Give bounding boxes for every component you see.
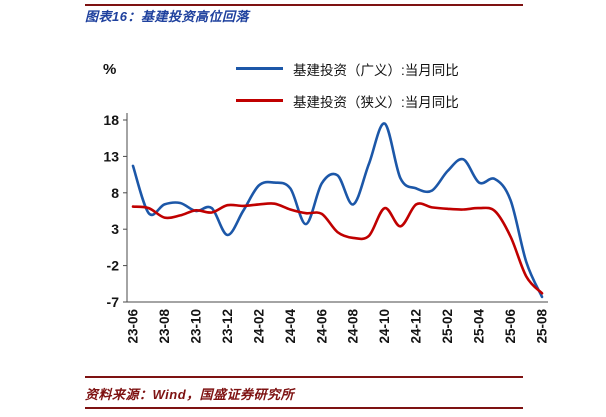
- footer-bottom-rule: [85, 407, 523, 409]
- legend-label-broad: 基建投资（广义）:当月同比: [293, 62, 459, 78]
- x-tick-label: 24-10: [377, 309, 392, 344]
- series-line-1: [131, 202, 544, 295]
- x-tick-label: 25-06: [503, 309, 518, 344]
- legend-item-narrow: 基建投资（狭义）:当月同比: [236, 92, 459, 110]
- x-tick-label: 25-08: [535, 309, 550, 344]
- y-tick-label: -7: [107, 294, 120, 310]
- figure-title: 图表16：基建投资高位回落: [85, 9, 249, 24]
- x-tick-label: 24-12: [409, 309, 424, 344]
- footer-top-rule: [85, 376, 523, 378]
- x-tick-label: 24-06: [314, 309, 329, 344]
- y-tick-label: 3: [111, 221, 119, 237]
- y-tick-label: 18: [103, 112, 119, 128]
- x-tick-label: 23-08: [157, 309, 172, 344]
- legend-label-narrow: 基建投资（狭义）:当月同比: [293, 94, 459, 110]
- y-axis-unit-label: %: [103, 61, 117, 78]
- top-rule: [85, 4, 523, 6]
- x-tick-label: 24-02: [251, 309, 266, 344]
- y-tick-label: -2: [107, 258, 120, 274]
- legend-item-broad: 基建投资（广义）:当月同比: [236, 60, 459, 78]
- x-tick-label: 23-10: [188, 309, 203, 344]
- broad-series-line-swatch: [236, 67, 283, 70]
- x-tick-label: 25-04: [472, 309, 487, 344]
- x-tick-label: 23-12: [220, 309, 235, 344]
- source-note: 资料来源：Wind，国盛证券研究所: [85, 387, 295, 402]
- y-tick-label: 13: [103, 148, 119, 164]
- y-tick-label: 8: [111, 185, 119, 201]
- x-tick-label: 24-08: [346, 309, 361, 344]
- x-tick-label: 24-04: [283, 309, 298, 344]
- narrow-series-line-swatch: [236, 99, 283, 102]
- x-tick-label: 23-06: [126, 309, 141, 344]
- chart-legend: 基建投资（广义）:当月同比 基建投资（狭义）:当月同比: [236, 60, 459, 110]
- x-tick-label: 25-02: [440, 309, 455, 344]
